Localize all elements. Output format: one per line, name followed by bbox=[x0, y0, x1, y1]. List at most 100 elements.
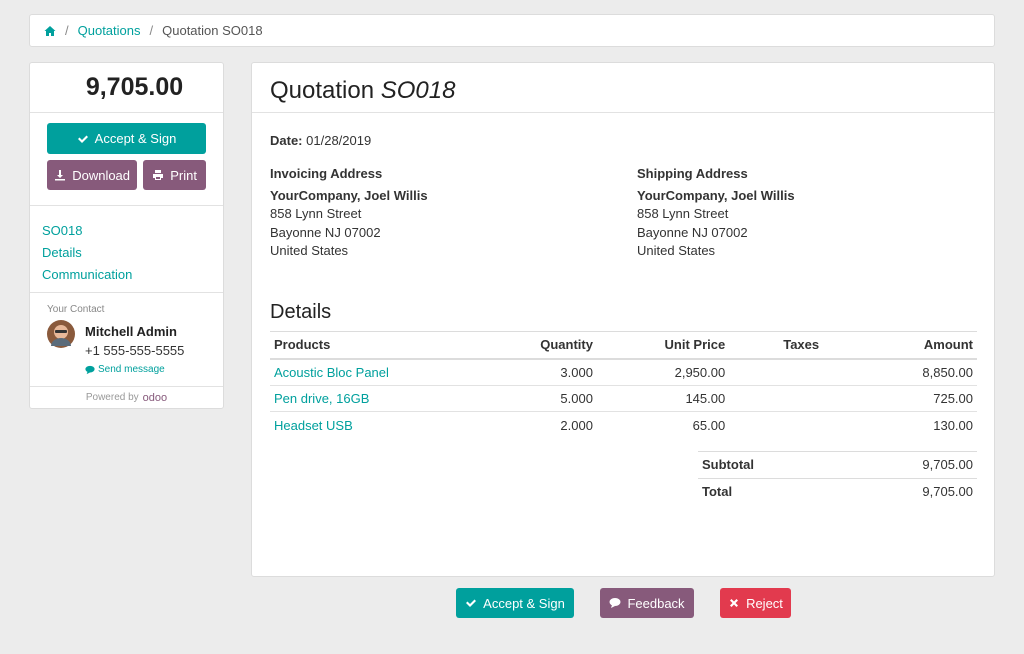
document-header: Quotation SO018 bbox=[252, 63, 994, 113]
sidebar: 9,705.00 Accept & Sign Download Print SO… bbox=[29, 62, 224, 409]
amount-section: 9,705.00 bbox=[30, 63, 223, 113]
breadcrumb: / Quotations / Quotation SO018 bbox=[29, 14, 995, 47]
action-bar: Accept & Sign Feedback Reject bbox=[456, 588, 791, 618]
cell: Headset USB bbox=[270, 411, 472, 438]
contact-label: Your Contact bbox=[47, 304, 105, 315]
button-group: Download Print bbox=[47, 160, 206, 190]
check-icon bbox=[77, 135, 88, 143]
order-line: Pen drive, 16GB 5.000 145.00 725.00 bbox=[270, 384, 977, 412]
cell-text: 130.00 bbox=[933, 417, 973, 433]
nav-link[interactable]: Details bbox=[42, 245, 82, 260]
cell: 145.00 bbox=[596, 384, 730, 412]
cell bbox=[729, 358, 824, 385]
date-line: Date: 01/28/2019 bbox=[270, 133, 371, 148]
cell: 2,950.00 bbox=[596, 358, 730, 385]
total-label-text: Subtotal bbox=[702, 457, 754, 473]
address-block: Invoicing Address YourCompany, Joel Willi… bbox=[270, 165, 428, 261]
total-value: 9,705.00 bbox=[839, 477, 977, 505]
cell-text: 145.00 bbox=[685, 390, 726, 406]
address-name: YourCompany, Joel Willis bbox=[637, 187, 795, 203]
column-header: Quantity bbox=[471, 331, 597, 360]
total-amount: 9,705.00 bbox=[85, 73, 184, 101]
order-lines: Products Quantity Unit Price Taxes Amount Aco… bbox=[270, 331, 977, 438]
nav-link[interactable]: SO018 bbox=[42, 223, 83, 238]
cell-text: 8,850.00 bbox=[922, 364, 973, 380]
address-line: United States bbox=[270, 243, 349, 258]
column-header: Amount bbox=[823, 331, 977, 360]
total-row: Total 9,705.00 bbox=[698, 477, 977, 505]
cell-text: 2,950.00 bbox=[674, 364, 726, 380]
send-message-link[interactable]: Send message bbox=[98, 364, 165, 375]
total-value-text: 9,705.00 bbox=[922, 457, 973, 473]
total-label-text: Total bbox=[702, 484, 733, 499]
cell: 130.00 bbox=[823, 411, 977, 438]
details-title: Details bbox=[270, 301, 332, 323]
order-line: Headset USB 2.000 65.00 130.00 bbox=[270, 411, 977, 438]
date-label: Date: bbox=[270, 133, 303, 148]
cell: 8,850.00 bbox=[823, 358, 977, 385]
cell: Pen drive, 16GB bbox=[270, 384, 472, 412]
download-button[interactable]: Download bbox=[47, 160, 138, 190]
nav-link[interactable]: Communication bbox=[42, 267, 133, 282]
cell: Acoustic Bloc Panel bbox=[270, 358, 472, 385]
address-line: Bayonne NJ 07002 bbox=[637, 224, 748, 240]
separator: / bbox=[149, 23, 154, 38]
contact-name: Mitchell Admin bbox=[85, 324, 177, 339]
date-value: 01/28/2019 bbox=[306, 133, 372, 148]
cell: 725.00 bbox=[823, 384, 977, 412]
document-number: SO018 bbox=[380, 77, 456, 104]
breadcrumb-current: Quotation SO018 bbox=[162, 23, 263, 38]
check-icon bbox=[466, 599, 477, 607]
total-label: Total bbox=[698, 477, 840, 505]
accept-sign-button[interactable]: Accept & Sign bbox=[47, 123, 206, 154]
buttons-section: Accept & Sign Download Print bbox=[30, 113, 223, 206]
cell: 3.000 bbox=[471, 358, 597, 385]
print-icon bbox=[153, 170, 164, 180]
powered-by: Powered by odoo bbox=[30, 387, 223, 408]
brand: odoo bbox=[142, 391, 168, 404]
accept-sign-button[interactable]: Accept & Sign bbox=[456, 588, 574, 618]
order-line: Acoustic Bloc Panel 3.000 2,950.00 8,850.00 bbox=[270, 358, 977, 385]
feedback-button[interactable]: Feedback bbox=[600, 588, 694, 618]
button-label: Reject bbox=[746, 595, 783, 611]
product-link[interactable]: Headset USB bbox=[274, 417, 353, 433]
quotation-document: Quotation SO018 Date: 01/28/2019 Invoici… bbox=[251, 62, 995, 577]
cell: 2.000 bbox=[471, 411, 597, 438]
comment-icon bbox=[85, 365, 95, 374]
button-label: Print bbox=[170, 167, 197, 183]
address-line: Bayonne NJ 07002 bbox=[270, 224, 381, 240]
home-icon[interactable] bbox=[44, 25, 56, 37]
contact-phone: +1 555-555-5555 bbox=[85, 343, 185, 358]
send-message[interactable]: Send message bbox=[85, 360, 184, 379]
download-icon bbox=[55, 170, 66, 181]
breadcrumb-link[interactable]: Quotations bbox=[77, 23, 141, 38]
address-block: Shipping Address YourCompany, Joel Willis… bbox=[637, 165, 795, 261]
column-header: Products bbox=[270, 331, 472, 360]
separator: / bbox=[65, 23, 69, 38]
product-link[interactable]: Acoustic Bloc Panel bbox=[274, 364, 389, 380]
column-header: Taxes bbox=[729, 331, 824, 360]
address-label: Invoicing Address bbox=[270, 166, 383, 181]
total-value: 9,705.00 bbox=[839, 451, 977, 478]
button-label: Accept & Sign bbox=[94, 131, 177, 146]
cell-text: 5.000 bbox=[560, 390, 593, 406]
address-name: YourCompany, Joel Willis bbox=[270, 187, 428, 203]
x-icon bbox=[730, 599, 739, 607]
cell-text: 3.000 bbox=[560, 364, 593, 380]
cell: 65.00 bbox=[596, 411, 730, 438]
powered-by-text: Powered by bbox=[85, 392, 139, 403]
cell bbox=[729, 411, 824, 438]
address-label: Shipping Address bbox=[637, 166, 748, 181]
contact-section: Your Contact Mitchell Admin +1 555-555-5… bbox=[30, 293, 223, 387]
total-row: Subtotal 9,705.00 bbox=[698, 451, 977, 478]
avatar bbox=[47, 320, 75, 348]
nav-section: SO018 Details Communication bbox=[30, 206, 223, 293]
product-link[interactable]: Pen drive, 16GB bbox=[274, 390, 370, 406]
print-button[interactable]: Print bbox=[143, 160, 206, 190]
header-row: Products Quantity Unit Price Taxes Amount bbox=[270, 331, 977, 360]
reject-button[interactable]: Reject bbox=[720, 588, 791, 618]
contact-info: Mitchell Admin +1 555-555-5555 Send mess… bbox=[85, 322, 184, 379]
cell-text: 725.00 bbox=[933, 390, 973, 406]
total-value-text: 9,705.00 bbox=[922, 484, 973, 499]
